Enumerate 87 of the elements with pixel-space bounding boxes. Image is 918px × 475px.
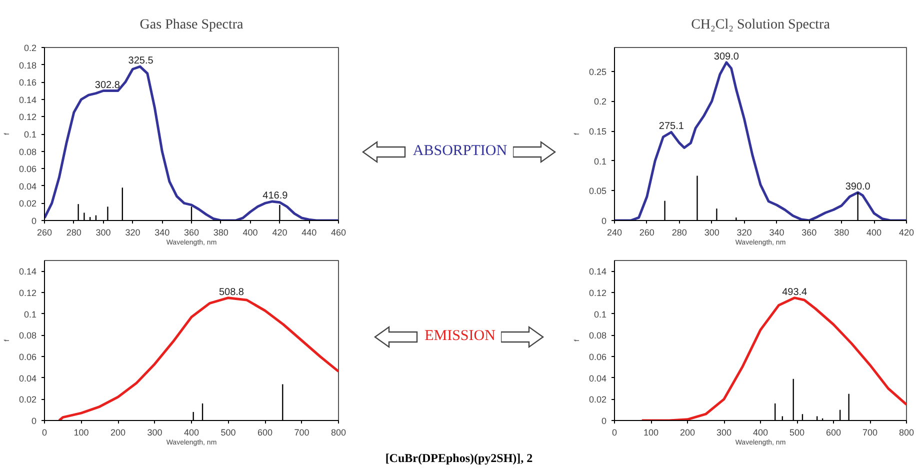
x-tick-label: 100 — [643, 428, 659, 438]
annotation: 275.1 — [658, 121, 684, 132]
y-tick-label: 0.12 — [588, 288, 607, 298]
y-tick-label: 0 — [601, 216, 607, 226]
y-tick-label: 0.02 — [18, 394, 37, 405]
y-tick-label: 0.1 — [24, 309, 37, 320]
y-tick-label: 0.05 — [588, 186, 607, 196]
x-tick-label: 280 — [672, 228, 687, 238]
y-tick-label: 0.25 — [588, 66, 607, 77]
line-series — [58, 296, 338, 420]
annotation: 302.8 — [94, 80, 120, 91]
annotation: 309.0 — [714, 51, 740, 62]
y-tick-label: 0.06 — [18, 164, 37, 174]
y-tick-label: 0.06 — [588, 352, 607, 362]
y-tick-label: 0.15 — [588, 126, 607, 137]
x-tick-label: 340 — [769, 228, 784, 238]
y-tick-label: 0.12 — [18, 288, 37, 298]
y-tick-label: 0.1 — [594, 309, 607, 320]
x-tick-label: 400 — [752, 428, 768, 438]
y-tick-label: 0.14 — [18, 94, 37, 105]
y-tick-label: 0.08 — [18, 330, 37, 341]
x-tick-label: 240 — [606, 228, 622, 238]
x-tick-label: 360 — [184, 228, 200, 238]
x-tick-label: 260 — [639, 228, 654, 238]
chart-title: Gas Phase Spectra — [140, 18, 244, 32]
x-tick-label: 460 — [330, 228, 346, 238]
annotation: 493.4 — [782, 286, 808, 298]
x-tick-label: 300 — [704, 228, 720, 238]
x-tick-label: 0 — [42, 428, 48, 438]
x-tick-label: 400 — [866, 228, 882, 238]
x-tick-label: 360 — [802, 228, 817, 238]
y-tick-label: 0 — [601, 416, 607, 426]
text: EMISSION — [424, 328, 496, 344]
text: [CuBr(DPEphos)(py2SH)], 2 — [384, 450, 534, 467]
x-tick-label: 420 — [898, 228, 914, 238]
x-tick-label: 500 — [220, 428, 236, 438]
x-tick-label: 700 — [294, 428, 310, 438]
x-tick-label: 0 — [612, 428, 618, 438]
x-tick-label: 380 — [213, 228, 228, 238]
x-tick-label: 800 — [898, 428, 914, 438]
chart-title: CH₂Cl₂ Solution Spectra — [691, 18, 831, 32]
x-tick-label: 320 — [125, 228, 140, 238]
annotation: 416.9 — [262, 190, 288, 202]
annotation: 390.0 — [845, 181, 871, 192]
x-tick-label: 380 — [834, 228, 850, 238]
x-tick-label: 200 — [110, 428, 126, 438]
y-tick-label: 0.08 — [18, 146, 37, 157]
x-tick-label: 260 — [36, 228, 52, 238]
y-tick-label: 0.04 — [18, 181, 37, 192]
x-tick-label: 700 — [862, 428, 878, 438]
y-tick-label: 0.04 — [588, 373, 607, 384]
x-tick-label: 280 — [66, 228, 82, 238]
x-tick-label: 100 — [74, 428, 89, 438]
y-tick-label: 0.02 — [18, 198, 37, 209]
y-tick-label: 0.06 — [18, 352, 37, 362]
x-tick-label: 400 — [184, 428, 200, 438]
x-tick-label: 320 — [736, 228, 752, 238]
y-tick-label: 0.14 — [18, 266, 37, 277]
y-tick-label: 0.08 — [588, 330, 607, 341]
line-series — [640, 296, 906, 420]
x-tick-label: 400 — [242, 228, 258, 238]
y-tick-label: 0.04 — [18, 373, 37, 384]
x-tick-label: 300 — [96, 228, 111, 238]
y-tick-label: 0.16 — [18, 78, 37, 88]
y-tick-label: 0.2 — [594, 96, 607, 107]
y-tick-label: 0.1 — [24, 130, 37, 140]
x-tick-label: 600 — [257, 428, 273, 438]
x-tick-label: 420 — [272, 228, 288, 238]
y-tick-label: 0 — [31, 416, 37, 426]
y-tick-label: 0.02 — [588, 394, 607, 405]
text: ABSORPTION — [412, 143, 508, 160]
x-tick-label: 300 — [716, 428, 732, 438]
x-tick-label: 300 — [147, 428, 162, 438]
x-tick-label: 340 — [154, 228, 170, 238]
y-tick-label: 0.14 — [588, 266, 607, 277]
y-tick-label: 0 — [31, 216, 37, 226]
x-tick-label: 800 — [330, 428, 346, 438]
x-tick-label: 200 — [680, 428, 696, 438]
x-tick-label: 500 — [789, 428, 805, 438]
annotation: 325.5 — [128, 56, 154, 67]
y-tick-label: 0.1 — [594, 156, 607, 166]
x-tick-label: 600 — [826, 428, 842, 438]
x-tick-label: 440 — [302, 228, 317, 238]
y-tick-label: 0.18 — [18, 60, 37, 70]
annotation: 508.8 — [218, 286, 244, 298]
y-tick-label: 0.2 — [24, 43, 37, 53]
y-tick-label: 0.12 — [18, 112, 37, 122]
